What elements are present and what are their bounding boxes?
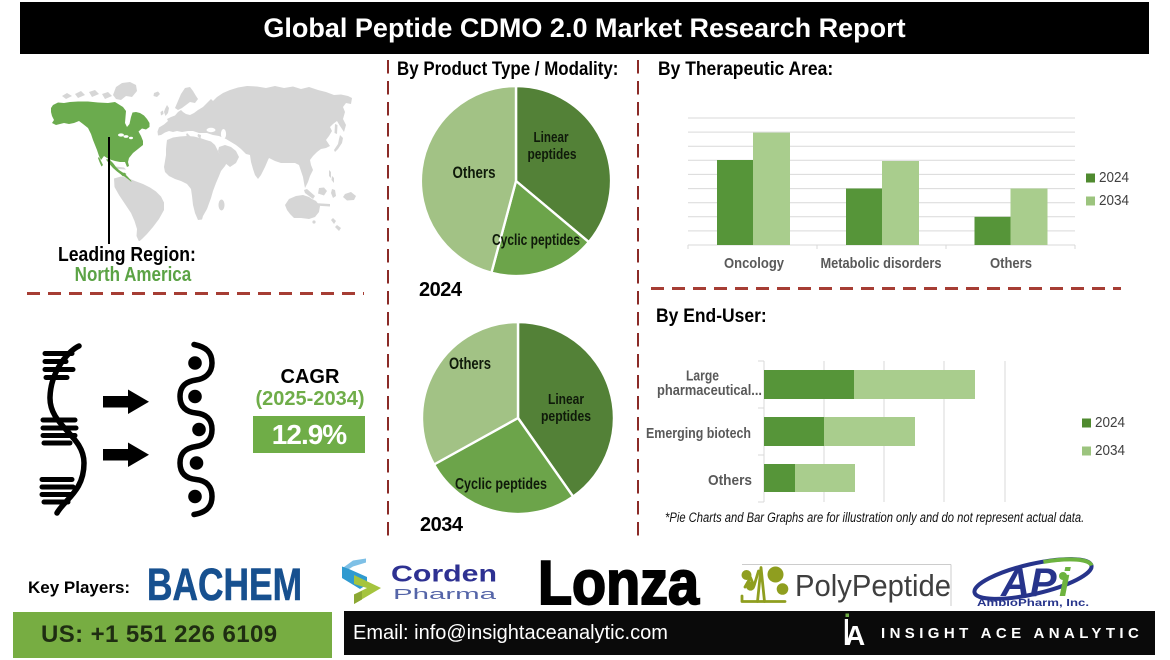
- svg-text:A: A: [845, 620, 865, 651]
- svg-text:2024: 2024: [1095, 415, 1125, 431]
- svg-text:Linear: Linear: [534, 129, 569, 146]
- svg-text:i: i: [1059, 561, 1071, 605]
- svg-text:Cyclic peptides: Cyclic peptides: [455, 476, 547, 493]
- svg-text:peptides: peptides: [528, 146, 577, 163]
- svg-text:Oncology: Oncology: [724, 255, 785, 272]
- svg-text:Others: Others: [449, 354, 491, 373]
- svg-text:Cyclic peptides: Cyclic peptides: [492, 232, 580, 249]
- svg-text:2034: 2034: [1095, 443, 1125, 459]
- svg-text:peptides: peptides: [541, 408, 591, 425]
- svg-text:Others: Others: [708, 472, 752, 489]
- svg-text:Emerging biotech: Emerging biotech: [646, 425, 751, 442]
- svg-text:AP: AP: [1000, 561, 1057, 605]
- svg-text:Linear: Linear: [548, 391, 584, 408]
- svg-text:Metabolic disorders: Metabolic disorders: [821, 255, 942, 272]
- svg-text:2034: 2034: [1099, 193, 1129, 209]
- svg-text:2024: 2024: [1099, 170, 1129, 186]
- svg-text:Pharma: Pharma: [393, 586, 497, 603]
- svg-text:Others: Others: [990, 255, 1032, 272]
- svg-text:Others: Others: [453, 163, 496, 182]
- svg-text:Corden: Corden: [391, 561, 497, 587]
- svg-text:Lonza: Lonza: [538, 550, 699, 612]
- svg-text:PolyPeptide: PolyPeptide: [795, 568, 951, 603]
- svg-text:AmbioPharm, Inc.: AmbioPharm, Inc.: [977, 597, 1089, 609]
- svg-text:BACHEM: BACHEM: [147, 559, 302, 610]
- svg-text:Large: Large: [686, 368, 719, 385]
- svg-text:pharmaceutical...: pharmaceutical...: [657, 382, 762, 399]
